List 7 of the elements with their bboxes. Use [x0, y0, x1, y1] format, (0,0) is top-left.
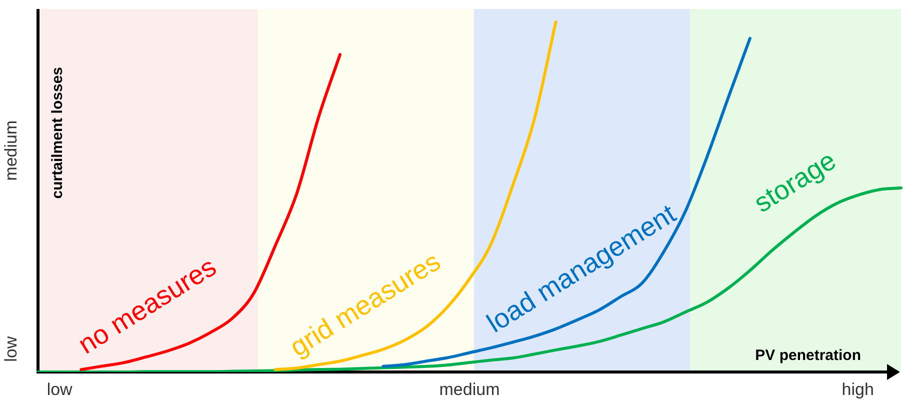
x-tick-label: medium	[439, 380, 500, 399]
x-tick-label: high	[842, 380, 874, 399]
text: low	[2, 336, 21, 362]
x-axis-title: PV penetration	[755, 347, 861, 364]
y-axis-title: curtailment losses	[49, 67, 66, 199]
x-tick-label: low	[46, 380, 74, 399]
text: medium	[2, 120, 21, 181]
